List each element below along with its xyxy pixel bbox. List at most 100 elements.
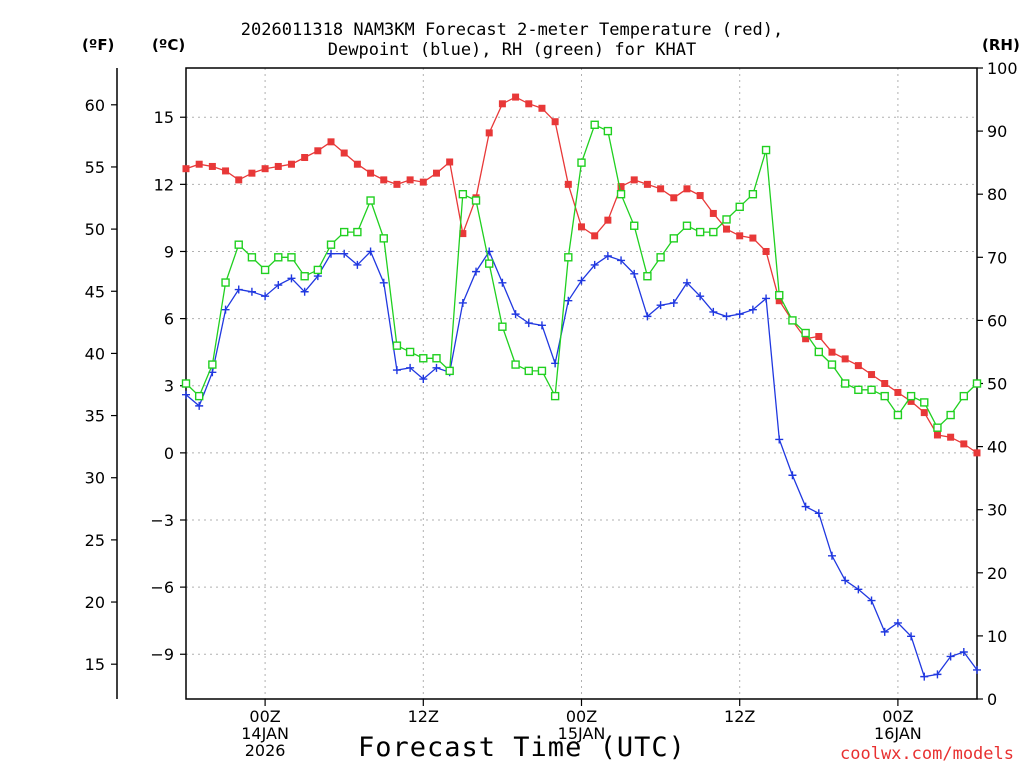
data-point bbox=[947, 433, 955, 441]
data-point bbox=[525, 100, 533, 108]
data-point bbox=[735, 202, 744, 212]
series-relative-humidity bbox=[181, 120, 982, 432]
data-point bbox=[854, 362, 862, 370]
data-point bbox=[643, 312, 652, 321]
data-point bbox=[222, 167, 230, 175]
data-point bbox=[577, 276, 586, 285]
data-point bbox=[419, 375, 428, 384]
fahrenheit-tick-label: 45 bbox=[85, 282, 105, 301]
data-point bbox=[920, 409, 928, 417]
chart-title-line-2: Dewpoint (blue), RH (green) for KHAT bbox=[327, 40, 697, 60]
rh-tick-label: 50 bbox=[987, 375, 1007, 394]
data-point bbox=[643, 272, 652, 281]
data-point bbox=[432, 169, 440, 177]
data-point bbox=[656, 301, 665, 310]
data-point bbox=[393, 180, 401, 188]
data-point bbox=[300, 272, 309, 281]
data-point bbox=[657, 185, 665, 193]
data-point bbox=[669, 234, 678, 243]
data-point bbox=[881, 380, 889, 387]
celsius-tick-label: −9 bbox=[150, 645, 174, 664]
fahrenheit-tick-label: 25 bbox=[85, 531, 105, 550]
data-point bbox=[406, 363, 415, 372]
data-point bbox=[748, 305, 757, 314]
x-axis-title: Forecast Time (UTC) bbox=[358, 732, 686, 763]
data-point bbox=[234, 285, 243, 294]
data-point bbox=[828, 348, 836, 356]
data-point bbox=[920, 672, 929, 681]
data-point bbox=[946, 410, 955, 420]
data-point bbox=[841, 355, 849, 363]
data-point bbox=[392, 341, 402, 350]
data-point bbox=[195, 401, 204, 410]
data-point bbox=[643, 180, 651, 188]
data-point bbox=[367, 169, 375, 177]
data-point bbox=[682, 221, 692, 230]
data-point bbox=[458, 298, 467, 307]
data-point bbox=[933, 423, 942, 432]
data-point bbox=[512, 93, 520, 101]
data-point bbox=[920, 398, 929, 407]
data-point bbox=[867, 596, 876, 605]
x-tick-label: 00Z bbox=[249, 707, 280, 726]
celsius-tick-label: −3 bbox=[150, 511, 174, 530]
data-point bbox=[392, 366, 401, 375]
data-point bbox=[933, 431, 941, 439]
celsius-tick-label: 9 bbox=[164, 242, 174, 261]
data-point bbox=[840, 379, 850, 388]
data-point bbox=[313, 265, 323, 275]
data-point bbox=[603, 251, 612, 260]
data-point bbox=[960, 440, 968, 448]
data-point bbox=[234, 240, 243, 249]
data-point bbox=[379, 234, 388, 243]
data-point bbox=[537, 366, 547, 376]
data-point bbox=[867, 385, 876, 395]
data-point bbox=[959, 648, 968, 657]
data-point bbox=[788, 316, 797, 325]
fahrenheit-tick-label: 20 bbox=[85, 593, 105, 612]
data-point bbox=[617, 183, 625, 191]
data-point bbox=[446, 158, 454, 166]
fahrenheit-tick-label: 30 bbox=[85, 469, 105, 488]
data-point bbox=[696, 192, 704, 200]
rh-tick-label: 20 bbox=[987, 564, 1007, 583]
data-point bbox=[564, 296, 573, 305]
data-point bbox=[656, 253, 665, 262]
data-point bbox=[498, 278, 507, 287]
celsius-tick-label: 12 bbox=[154, 175, 174, 194]
data-point bbox=[261, 165, 269, 173]
data-point bbox=[195, 160, 203, 168]
rh-tick-label: 80 bbox=[987, 185, 1007, 204]
rh-tick-label: 0 bbox=[987, 690, 997, 709]
data-point bbox=[406, 176, 414, 184]
data-point bbox=[736, 232, 744, 240]
data-point bbox=[248, 169, 256, 177]
data-point bbox=[182, 390, 190, 399]
data-point bbox=[353, 260, 362, 269]
data-point bbox=[485, 129, 493, 137]
data-point bbox=[761, 145, 771, 155]
data-point bbox=[208, 360, 217, 369]
celsius-tick-label: 0 bbox=[164, 444, 174, 463]
rh-tick-label: 60 bbox=[987, 311, 1007, 330]
data-point bbox=[723, 225, 731, 233]
data-point bbox=[973, 449, 981, 457]
data-point bbox=[327, 249, 336, 258]
data-point bbox=[498, 322, 507, 331]
data-point bbox=[511, 360, 520, 369]
data-point bbox=[380, 176, 388, 184]
data-point bbox=[419, 354, 428, 363]
data-point bbox=[314, 147, 322, 155]
rh-tick-label: 90 bbox=[987, 122, 1007, 141]
x-tick-label: 12Z bbox=[408, 707, 439, 726]
fahrenheit-tick-label: 40 bbox=[85, 344, 105, 363]
data-point bbox=[696, 292, 705, 301]
data-point bbox=[854, 385, 863, 395]
data-point bbox=[590, 260, 599, 269]
data-point bbox=[907, 632, 916, 641]
data-point bbox=[564, 253, 573, 262]
data-point bbox=[524, 366, 533, 376]
x-tick-label: 00Z bbox=[566, 707, 597, 726]
data-point bbox=[221, 305, 230, 314]
data-point bbox=[709, 209, 717, 217]
